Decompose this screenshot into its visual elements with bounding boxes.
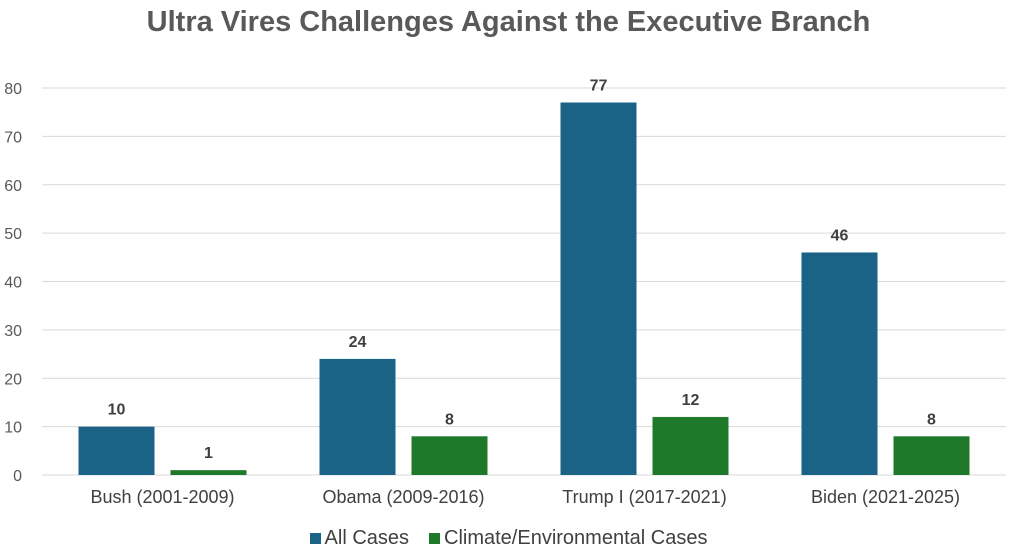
legend-swatch-all-cases [309,533,321,544]
bar [801,252,878,475]
y-tick-label: 60 [4,178,22,195]
x-tick-label: Obama (2009-2016) [322,487,484,507]
y-tick-label: 50 [4,226,22,243]
x-tick-label: Biden (2021-2025) [811,487,960,507]
data-label: 10 [108,402,126,419]
x-tick-label: Bush (2001-2009) [90,487,234,507]
data-label: 12 [682,392,700,409]
y-tick-label: 80 [4,81,22,98]
bar [319,358,396,475]
data-label: 8 [445,411,454,428]
y-tick-label: 0 [13,468,22,485]
legend-label-all-cases: All Cases [324,527,410,549]
data-label: 46 [831,227,849,244]
legend-item-all-cases: All Cases [309,527,410,550]
bar [652,416,729,475]
bar [170,470,247,475]
data-label: 8 [927,411,936,428]
bar [893,436,970,475]
y-tick-label: 40 [4,275,22,292]
legend-swatch-climate-cases [429,533,441,544]
y-tick-label: 70 [4,129,22,146]
chart-title: Ultra Vires Challenges Against the Execu… [146,6,871,38]
bar [560,102,637,475]
data-label: 77 [590,78,608,95]
y-tick-label: 10 [4,420,22,437]
y-tick-label: 20 [4,371,22,388]
legend-label-climate-cases: Climate/Environmental Cases [444,527,708,549]
data-label: 24 [349,334,367,351]
y-tick-label: 30 [4,323,22,340]
x-tick-label: Trump I (2017-2021) [562,487,726,507]
bar [411,436,488,475]
bar [78,426,155,475]
legend: All Cases Climate/Environmental Cases [0,527,1017,550]
data-label: 1 [204,445,213,462]
legend-item-climate-cases: Climate/Environmental Cases [429,527,707,550]
